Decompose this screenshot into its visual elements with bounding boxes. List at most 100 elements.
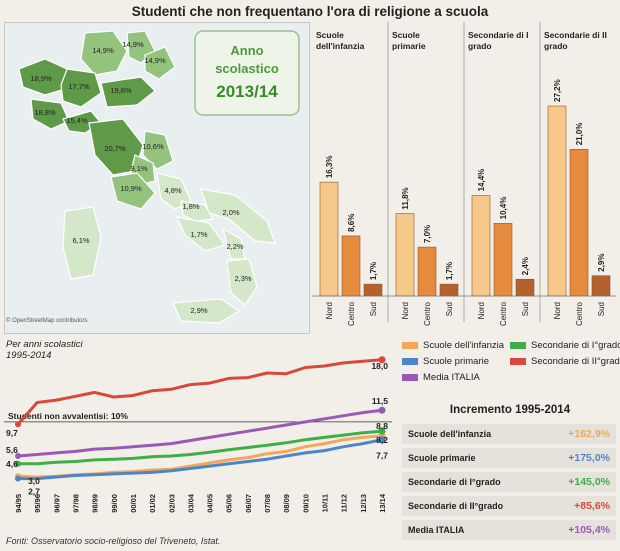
legend-item: Secondarie di I°grado — [510, 340, 620, 351]
legend-label: Media ITALIA — [423, 372, 480, 383]
line-value-label: 8,8 — [376, 421, 388, 431]
increment-row-value: +105,4% — [568, 524, 610, 536]
series-start-point — [15, 453, 21, 460]
series-end-point — [378, 356, 386, 364]
legend-swatch — [402, 342, 418, 349]
bar-category-label: Sud — [369, 302, 378, 316]
increment-row-label: Media ITALIA — [408, 525, 465, 535]
region-label: 1,7% — [190, 230, 207, 239]
legend-swatch — [510, 342, 526, 349]
x-tick-label: 08/09 — [282, 494, 291, 513]
bar — [341, 235, 361, 297]
series-start-point — [15, 475, 21, 482]
region-shape — [142, 130, 174, 170]
region-label: 4,8% — [164, 186, 181, 195]
series-end-point — [378, 436, 386, 444]
region-label: 9,1% — [130, 164, 147, 173]
x-tick-label: 01/02 — [148, 494, 157, 513]
series-line — [16, 358, 383, 426]
region-label: 14,9% — [122, 40, 144, 49]
legend-label: Scuole primarie — [423, 356, 489, 367]
region-label: 18,9% — [30, 74, 52, 83]
bar — [439, 283, 459, 297]
increment-row-value: +145,0% — [568, 476, 610, 488]
region-label: 10,6% — [142, 142, 164, 151]
region-label: 2,3% — [234, 274, 251, 283]
x-tick-label: 04/05 — [206, 494, 215, 513]
bar-category-label: Sud — [521, 302, 530, 316]
x-tick-label: 00/01 — [129, 494, 138, 513]
region-label: 1,8% — [182, 202, 199, 211]
bar — [395, 213, 415, 297]
x-tick-label: 99/00 — [110, 494, 119, 513]
region-label: 17,7% — [68, 82, 90, 91]
italy-map-svg: 14,9%14,9%14,9%18,9%17,7%18,8%19,6%15,4%… — [18, 30, 300, 324]
region-shape — [30, 98, 70, 130]
legend-item: Secondarie di II°grado — [510, 356, 620, 367]
region-label: 14,9% — [92, 46, 114, 55]
region-shape — [144, 46, 176, 80]
increment-row: Scuole dell'infanzia +162,9% — [402, 424, 616, 444]
badge-year: 2013/14 — [216, 82, 278, 101]
region-shape — [60, 68, 102, 108]
bar-category-label: Nord — [477, 302, 486, 319]
line-chart: Per anni scolastici 1995-2014 Studenti non… — [4, 338, 392, 533]
badge-line1: Anno — [230, 43, 263, 58]
bar-category-label: Nord — [553, 302, 562, 319]
line-value-label: 4,6 — [6, 459, 18, 469]
bar-category-label: Centro — [575, 301, 584, 326]
x-tick-label: 13/14 — [378, 493, 387, 513]
x-tick-label: 03/04 — [186, 493, 195, 513]
legend-item: Media ITALIA — [402, 372, 480, 383]
region-shape — [110, 172, 156, 210]
bar-chart: Scuole dell'infanzia 16,3% Nord 8,6% Centro 1,… — [312, 22, 616, 332]
legend-label: Secondarie di I°grado — [531, 340, 620, 351]
bar-category-label: Sud — [445, 302, 454, 316]
x-tick-label: 98/99 — [91, 494, 100, 513]
region-shape — [180, 200, 214, 222]
bar-value-label: 27,2% — [553, 79, 562, 102]
bar — [363, 283, 383, 297]
bar-group-title: Secondarie di II grado — [544, 30, 607, 51]
bar-value-label: 14,4% — [477, 169, 486, 192]
map-credit: © OpenStreetMap contributors — [6, 318, 88, 324]
x-tick-label: 07/08 — [263, 494, 272, 513]
increment-row-value: +162,9% — [568, 428, 610, 440]
x-tick-label: 11/12 — [340, 494, 349, 512]
increment-row-value: +85,6% — [574, 500, 610, 512]
increment-row-label: Secondarie di I°grado — [408, 477, 501, 487]
bar-value-label: 2,4% — [521, 257, 530, 275]
source-note: Fonti: Osservatorio socio-religioso del … — [6, 536, 221, 546]
bar-value-label: 1,7% — [369, 262, 378, 280]
bar-category-label: Nord — [325, 302, 334, 319]
region-shape — [200, 188, 276, 244]
increment-row: Scuole primarie +175,0% — [402, 448, 616, 468]
bar-category-label: Centro — [423, 301, 432, 326]
series-start-point — [15, 421, 21, 428]
bar — [319, 181, 339, 297]
legend-label: Scuole dell'infanzia — [423, 340, 505, 351]
bar-value-label: 16,3% — [325, 155, 334, 178]
line-chart-title: Per anni scolastici — [6, 339, 83, 350]
increment-row: Secondarie di I°grado +145,0% — [402, 472, 616, 492]
increment-row: Secondarie di II°grado +85,6% — [402, 496, 616, 516]
series-line — [17, 434, 383, 479]
region-shape — [226, 258, 258, 306]
bar — [493, 223, 513, 297]
increment-row-label: Secondarie di II°grado — [408, 501, 504, 511]
x-tick-label: 05/06 — [225, 494, 234, 513]
bar-group-title: Scuole primarie — [392, 30, 426, 51]
bar — [547, 105, 567, 297]
x-tick-label: 02/03 — [167, 494, 176, 513]
italy-map: 14,9% 14,9% 14,9% 18,9% 17,7% 18,8% 19,6% 15,4%… — [4, 22, 310, 334]
region-label: 6,1% — [72, 236, 89, 245]
region-label: 19,6% — [110, 86, 132, 95]
series-line — [18, 438, 383, 481]
bar-category-label: Centro — [347, 301, 356, 326]
region-shape — [100, 76, 156, 108]
line-value-label: 18,0 — [371, 361, 388, 371]
increment-row-value: +175,0% — [568, 452, 610, 464]
bar-value-label: 2,9% — [597, 254, 606, 272]
